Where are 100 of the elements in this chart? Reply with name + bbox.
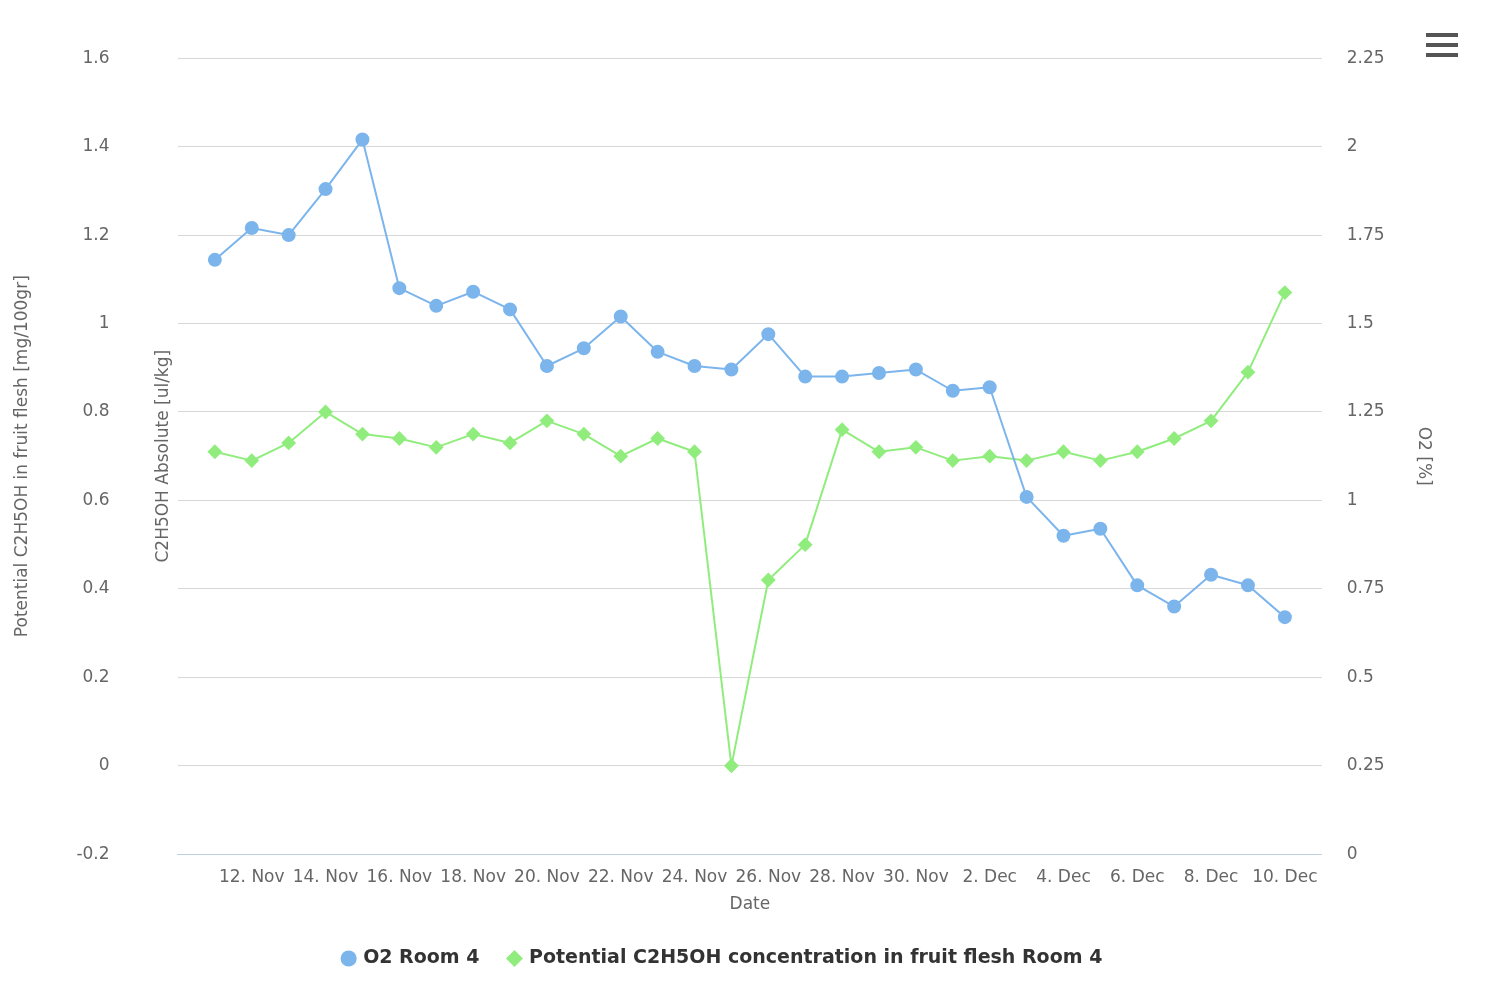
point [281, 228, 296, 243]
point [429, 440, 444, 455]
point [1204, 567, 1219, 582]
x-tick-label: 8. Dec [1183, 865, 1239, 886]
point [761, 327, 776, 342]
y-tick-label: 1 [98, 311, 110, 332]
y-tick-label: 0.8 [82, 400, 110, 421]
point [1056, 528, 1071, 543]
point [318, 182, 333, 197]
y2-tick-label: 1.25 [1346, 400, 1385, 421]
point [355, 132, 370, 147]
point [908, 362, 923, 377]
x-tick-label: 24. Nov [661, 865, 728, 886]
point [281, 435, 296, 450]
point [539, 358, 554, 373]
point [466, 427, 481, 442]
point [1130, 444, 1145, 459]
point [1240, 578, 1255, 593]
y2-tick-label: 0.5 [1346, 665, 1374, 686]
point [650, 431, 665, 446]
y-tick-label: 1.4 [82, 135, 110, 156]
y2-tick-label: 2.25 [1346, 46, 1385, 67]
point [576, 341, 591, 356]
point [1093, 521, 1108, 536]
point [908, 440, 923, 455]
point [872, 444, 886, 459]
point [835, 369, 850, 384]
point [355, 427, 370, 442]
point [1019, 453, 1034, 468]
point [872, 366, 886, 381]
x-tick-label: 18. Nov [440, 865, 506, 886]
point [798, 369, 813, 384]
y2-tick-label: 0 [1346, 842, 1358, 863]
y2-tick-label: 1 [1346, 488, 1358, 509]
point [798, 537, 813, 552]
y2-tick-label: 2 [1346, 135, 1358, 156]
y-tick-label: 1.2 [82, 223, 110, 244]
point [503, 435, 518, 450]
x-tick-label: 20. Nov [514, 865, 580, 886]
legend-label: O2 Room 4 [363, 945, 480, 968]
y2-tick-label: 1.5 [1346, 311, 1374, 332]
x-tick-label: 2. Dec [962, 865, 1017, 886]
y2-tick-label: 0.25 [1346, 754, 1385, 775]
y-tick-label: 0.2 [82, 665, 110, 686]
x-axis-title: Date [729, 893, 771, 914]
point [207, 444, 222, 459]
point [244, 221, 259, 236]
point [1277, 285, 1292, 300]
point [945, 453, 960, 468]
y-axis-title: Potential C2H5OH in fruit flesh [mg/100gr] [10, 275, 31, 638]
y2-tick-label: 1.75 [1346, 223, 1385, 244]
point [1019, 489, 1034, 504]
x-tick-label: 4. Dec [1036, 865, 1091, 886]
x-tick-label: 16. Nov [366, 865, 433, 886]
point [613, 449, 628, 464]
point [1167, 431, 1182, 446]
x-tick-label: 26. Nov [735, 865, 802, 886]
x-tick-label: 14. Nov [292, 865, 359, 886]
legend-label: Potential C2H5OH concentration in fruit flesh Room 4 [528, 945, 1103, 968]
point [650, 344, 665, 359]
y-tick-label: 1.6 [82, 46, 110, 67]
point [613, 309, 628, 324]
point [982, 380, 997, 395]
y-tick-label: 0 [98, 754, 110, 775]
point [982, 449, 997, 464]
point [724, 758, 739, 773]
point [1240, 365, 1255, 380]
point [1093, 453, 1108, 468]
point [392, 431, 407, 446]
x-tick-label: 30. Nov [883, 865, 949, 886]
point [318, 404, 333, 419]
y2-tick-label: 0.75 [1346, 577, 1385, 598]
y3-axis-title: C2H5OH Absolute [ul/kg] [152, 349, 173, 563]
y2-axis-title: O2 [%] [1415, 426, 1436, 486]
point [724, 362, 739, 377]
x-tick-label: 10. Dec [1252, 865, 1318, 886]
point [392, 281, 407, 296]
point [945, 383, 960, 398]
x-tick-label: 12. Nov [218, 865, 285, 886]
point [1277, 610, 1292, 625]
point [207, 252, 222, 267]
y-tick-label: 0.6 [82, 488, 110, 509]
point [1204, 413, 1219, 428]
point [1130, 578, 1145, 593]
point [244, 453, 259, 468]
point [503, 302, 518, 317]
x-tick-label: 6. Dec [1110, 865, 1165, 886]
y-tick-label: -0.2 [76, 842, 110, 863]
point [539, 413, 554, 428]
y-tick-label: 0.4 [82, 577, 110, 598]
point [429, 298, 444, 313]
point [761, 573, 776, 588]
point [1056, 444, 1071, 459]
point [687, 358, 702, 373]
x-tick-label: 28. Nov [809, 865, 875, 886]
point [1167, 599, 1182, 614]
point [835, 422, 850, 437]
point [687, 444, 702, 459]
point [576, 427, 591, 442]
point [466, 284, 481, 299]
